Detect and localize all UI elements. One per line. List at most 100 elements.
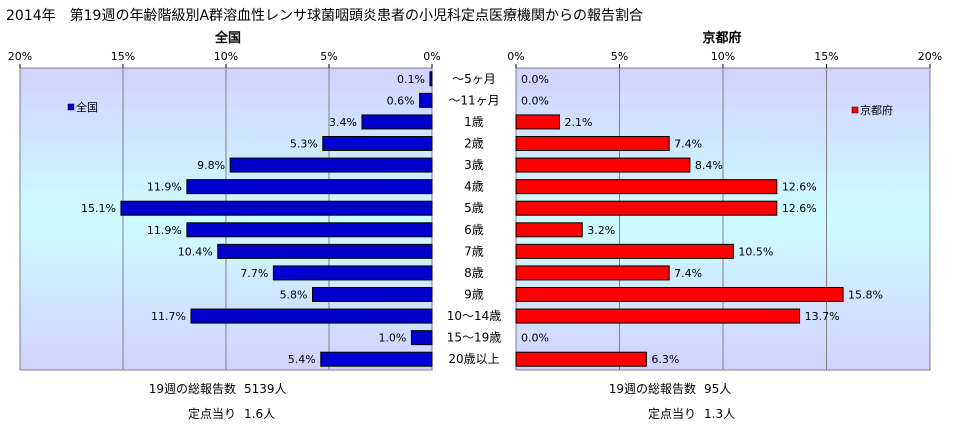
national-tick-label: 15% xyxy=(111,50,135,63)
kyoto-bar xyxy=(515,222,583,238)
national-total-label: 19週の総報告数 xyxy=(149,381,236,396)
national-chart-title: 全国 xyxy=(214,30,241,46)
kyoto-chart-title: 京都府 xyxy=(702,30,741,46)
national-data-label: 15.1% xyxy=(81,202,116,215)
page-title: 2014年 第19週の年齢階級別A群溶血性レンサ球菌咽頭炎患者の小児科定点医療機… xyxy=(6,7,643,24)
national-bar xyxy=(229,157,433,173)
national-total-value: 5139人 xyxy=(244,382,287,396)
age-category-label: 1歳 xyxy=(464,115,484,129)
kyoto-data-label: 2.1% xyxy=(564,116,592,129)
kyoto-data-label: 0.0% xyxy=(521,94,549,107)
age-category-label: ～5ヶ月 xyxy=(452,72,496,86)
kyoto-total-label: 19週の総報告数 xyxy=(609,381,696,396)
kyoto-data-label: 7.4% xyxy=(674,267,702,280)
kyoto-data-label: 6.3% xyxy=(651,353,679,366)
kyoto-bar xyxy=(515,243,734,259)
national-bar xyxy=(312,287,433,302)
national-bar xyxy=(217,243,433,259)
national-tick-label: 20% xyxy=(8,50,32,63)
national-per-site-label: 定点当り xyxy=(188,406,236,421)
national-bar xyxy=(272,265,433,281)
age-category-label: 2歳 xyxy=(464,137,484,151)
national-bar xyxy=(322,136,433,151)
national-data-label: 0.6% xyxy=(387,94,415,107)
national-data-label: 0.1% xyxy=(397,73,425,86)
national-data-label: 11.9% xyxy=(147,181,182,194)
kyoto-axis-ticks: 0% 5% 10% 15% 20% xyxy=(507,50,942,68)
kyoto-data-label: 0.0% xyxy=(521,332,549,345)
national-data-label: 11.9% xyxy=(147,224,182,237)
kyoto-bar xyxy=(515,265,670,281)
national-summary: 19週の総報告数 5139人 定点当り 1.6人 xyxy=(149,381,287,421)
age-category-label: 9歳 xyxy=(464,288,484,302)
kyoto-total-value: 95人 xyxy=(704,382,731,396)
kyoto-bar xyxy=(515,287,844,302)
kyoto-bar xyxy=(515,157,691,173)
national-data-label: 9.8% xyxy=(197,159,225,172)
kyoto-bar xyxy=(515,114,560,130)
age-category-label: 8歳 xyxy=(464,266,484,280)
kyoto-tick-label: 0% xyxy=(507,50,524,63)
national-legend-swatch xyxy=(67,103,75,111)
kyoto-legend: 京都府 xyxy=(851,103,893,117)
kyoto-data-label: 12.6% xyxy=(782,202,817,215)
national-data-label: 11.7% xyxy=(151,310,186,323)
kyoto-bar xyxy=(515,351,647,367)
national-bar xyxy=(120,200,433,216)
national-bar xyxy=(419,92,433,108)
kyoto-bar xyxy=(515,200,778,216)
age-category-label: 15～19歳 xyxy=(447,331,502,345)
national-bar xyxy=(361,114,433,130)
national-bar xyxy=(410,330,433,346)
kyoto-bar xyxy=(515,179,778,195)
kyoto-bar xyxy=(515,308,801,324)
kyoto-tick-label: 15% xyxy=(814,50,838,63)
kyoto-tick-label: 20% xyxy=(918,50,942,63)
national-data-label: 5.8% xyxy=(280,289,308,302)
national-data-label: 7.7% xyxy=(240,267,268,280)
age-category-label: 5歳 xyxy=(464,201,484,215)
kyoto-data-label: 8.4% xyxy=(695,159,723,172)
national-bar xyxy=(190,308,433,324)
national-data-label: 5.3% xyxy=(290,138,318,151)
kyoto-per-site-label: 定点当り xyxy=(648,406,696,421)
national-data-label: 3.4% xyxy=(329,116,357,129)
age-category-label: 4歳 xyxy=(464,180,484,194)
kyoto-legend-label: 京都府 xyxy=(860,103,893,117)
national-data-label: 5.4% xyxy=(288,353,316,366)
kyoto-data-label: 13.7% xyxy=(805,310,840,323)
kyoto-tick-label: 5% xyxy=(611,50,628,63)
kyoto-bar xyxy=(515,136,670,151)
kyoto-data-label: 15.8% xyxy=(848,289,883,302)
kyoto-per-site-value: 1.3人 xyxy=(704,407,735,421)
national-bar xyxy=(429,71,433,87)
age-category-label: 6歳 xyxy=(464,223,484,237)
national-axis-ticks: 20% 15% 10% 5% 0% xyxy=(8,50,441,68)
national-tick-label: 10% xyxy=(214,50,238,63)
national-legend: 全国 xyxy=(67,100,98,114)
national-data-label: 10.4% xyxy=(178,245,213,258)
national-bar xyxy=(186,179,433,195)
kyoto-data-label: 3.2% xyxy=(587,224,615,237)
national-tick-label: 5% xyxy=(320,50,337,63)
national-legend-label: 全国 xyxy=(76,100,98,114)
national-bar xyxy=(320,351,433,367)
age-category-label: 20歳以上 xyxy=(448,352,499,366)
kyoto-data-label: 0.0% xyxy=(521,73,549,86)
age-category-label: 3歳 xyxy=(464,158,484,172)
kyoto-data-label: 7.4% xyxy=(674,138,702,151)
kyoto-tick-label: 10% xyxy=(711,50,735,63)
age-category-label: 10～14歳 xyxy=(447,309,502,323)
national-tick-label: 0% xyxy=(423,50,440,63)
national-bar xyxy=(186,222,433,238)
kyoto-bars: 0.0% 0.0% 2.1% 7.4% 8.4% 12.6% 12.6% 3.2% 10.5% 7… xyxy=(515,73,883,367)
national-bars: 0.1% 0.6% 3.4% 5.3% 9.8% 11.9% 15.1% 11.9% 10.4%… xyxy=(81,71,433,367)
national-per-site-value: 1.6人 xyxy=(244,407,275,421)
kyoto-legend-swatch xyxy=(851,106,859,114)
age-category-labels: ～5ヶ月 ～11ヶ月 1歳 2歳 3歳 4歳 5歳 6歳 7歳 8歳 9歳 10～14歳 15～19歳 2… xyxy=(447,72,502,366)
national-data-label: 1.0% xyxy=(378,332,406,345)
kyoto-summary: 19週の総報告数 95人 定点当り 1.3人 xyxy=(609,381,735,421)
age-category-label: 7歳 xyxy=(464,244,484,258)
age-category-label: ～11ヶ月 xyxy=(448,93,499,107)
